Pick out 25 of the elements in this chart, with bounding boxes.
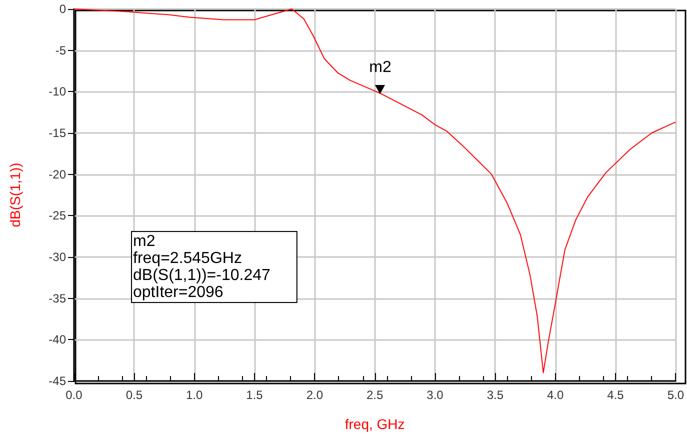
x-tick-label: 1.5	[246, 388, 264, 402]
y-tick-label: -35	[48, 291, 66, 306]
x-tick-label: 4.0	[546, 388, 564, 402]
x-tick-label: 3.0	[426, 388, 444, 402]
y-tick-label: -15	[48, 126, 66, 140]
y-axis-title: dB(S(1,1))	[7, 162, 23, 228]
y-tick-label: -20	[48, 167, 66, 182]
x-tick-label: 1.0	[186, 388, 203, 402]
x-tick-label: 5.0	[667, 388, 684, 402]
x-tick-label: 4.5	[607, 388, 624, 402]
y-tick-label: -40	[48, 332, 66, 347]
x-axis-title: freq, GHz	[344, 416, 405, 432]
x-tick-label: 3.5	[486, 388, 504, 402]
y-tick-label: -10	[48, 84, 66, 99]
x-tick-label: 2.5	[366, 388, 384, 402]
annotation: m2	[369, 59, 392, 76]
y-tick-label: -45	[48, 374, 66, 388]
x-tick-label: 2.0	[306, 388, 324, 402]
y-tick-label: -30	[48, 250, 66, 264]
annotation: m2 freq=2.545GHz dB(S(1,1))=-10.247 optIter=2096	[133, 233, 271, 301]
x-tick-label: 0.5	[126, 388, 143, 402]
x-tick-label: 0.0	[66, 388, 83, 402]
y-tick-label: -25	[48, 208, 66, 223]
y-tick-label: -5	[55, 43, 66, 58]
y-tick-label: 0	[59, 2, 66, 16]
